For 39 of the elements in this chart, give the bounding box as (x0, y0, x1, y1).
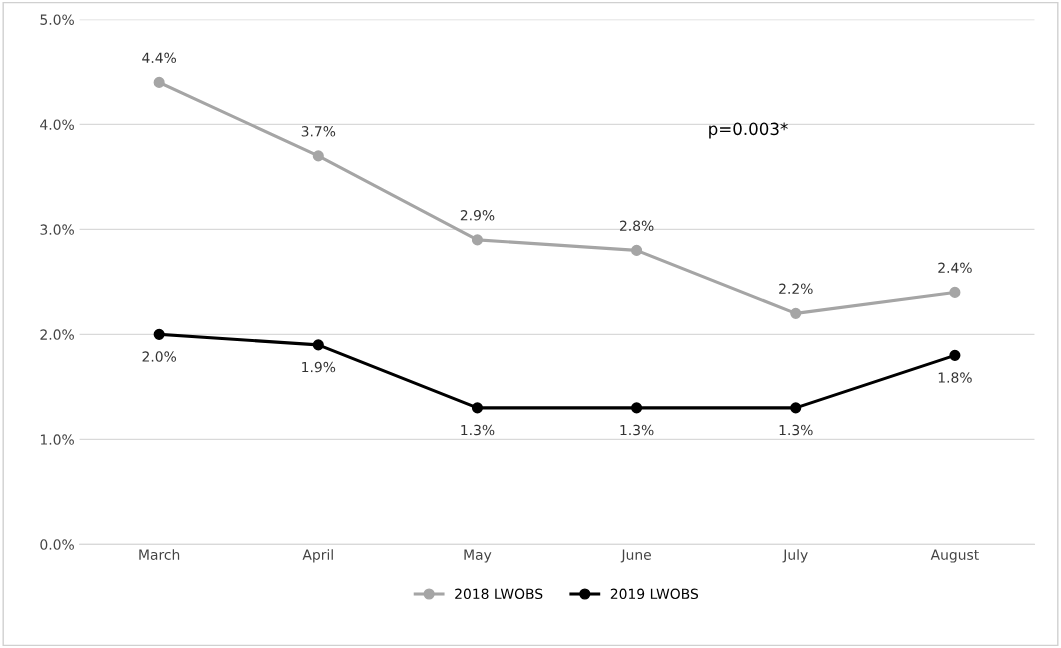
data-label: 2.9% (460, 210, 495, 221)
point (153, 328, 165, 340)
point (790, 402, 802, 414)
x-tick-label: April (302, 549, 333, 563)
x-tick-label: June (620, 549, 651, 563)
legend-label: 2018 LWOBS (455, 588, 543, 600)
data-label: 2.0% (142, 351, 177, 362)
point (471, 234, 484, 246)
y-tick-label: 2.0% (40, 329, 74, 340)
data-label: 1.8% (938, 372, 972, 383)
point (471, 402, 484, 414)
point (631, 402, 643, 414)
data-label: 1.3% (779, 424, 813, 436)
point (153, 76, 165, 88)
data-label: 3.7% (301, 126, 336, 137)
y-tick-label: 4.0% (40, 119, 74, 130)
x-tick-label: August (930, 549, 979, 563)
data-label: 2.4% (938, 262, 972, 274)
point (631, 244, 643, 256)
x-tick-label: July (782, 549, 808, 563)
data-label: 1.3% (461, 424, 495, 436)
point (312, 150, 324, 162)
data-label: 1.3% (620, 424, 654, 436)
point (949, 286, 961, 298)
legend-label: 2019 LWOBS (610, 588, 699, 600)
data-label: 2.2% (779, 283, 813, 295)
point (312, 339, 324, 351)
x-tick-label: May (464, 549, 492, 563)
y-tick-label: 5.0% (40, 14, 74, 25)
point (949, 349, 961, 361)
annotation: p=0.003* (709, 122, 788, 139)
x-tick-label: March (139, 549, 180, 560)
y-tick-label: 1.0% (40, 434, 74, 445)
y-tick-label: 3.0% (40, 224, 74, 235)
data-label: 1.9% (302, 361, 336, 373)
point (790, 307, 802, 319)
data-label: 2.8% (619, 220, 654, 232)
data-label: 4.4% (142, 52, 177, 64)
y-tick-label: 0.0% (40, 539, 74, 550)
